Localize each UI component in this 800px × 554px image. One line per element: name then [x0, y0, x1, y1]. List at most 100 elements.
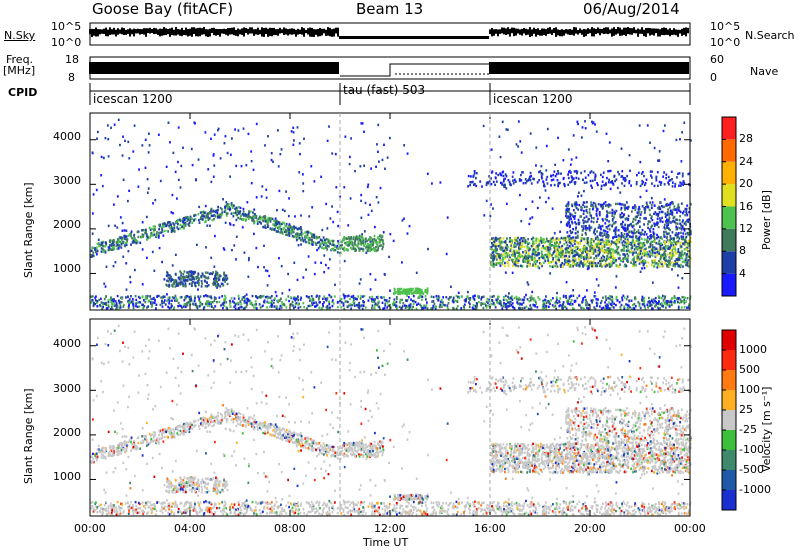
power-cell [595, 210, 598, 213]
power-cell [101, 184, 104, 188]
power-cell [660, 262, 663, 265]
power-cell [631, 303, 634, 307]
power-cell [509, 302, 511, 305]
power-cell [598, 240, 601, 243]
power-cell [220, 213, 223, 216]
power-cell [385, 299, 388, 302]
power-cell [523, 256, 525, 259]
power-cell [164, 303, 167, 306]
power-cell [659, 258, 662, 261]
power-cell [180, 164, 183, 168]
power-cell [594, 243, 597, 246]
power-cell [538, 262, 541, 265]
power-cell [644, 260, 647, 263]
power-cell [545, 307, 548, 310]
power-cell [90, 249, 93, 252]
power-cell [578, 265, 581, 268]
power-cell [620, 208, 623, 211]
power-cell [188, 295, 191, 299]
power-cell [370, 297, 373, 301]
power-cell [547, 196, 550, 200]
power-cell [355, 304, 358, 307]
power-cell [510, 246, 513, 249]
power-cell [157, 234, 160, 237]
power-cell [127, 140, 130, 144]
power-cell [682, 219, 684, 222]
power-cell [618, 234, 621, 238]
power-cell [679, 264, 682, 268]
power-cell [245, 305, 248, 308]
power-cell [688, 207, 691, 210]
power-cell [125, 238, 128, 241]
power-cell [166, 223, 169, 227]
power-cell [646, 238, 648, 241]
power-cell [244, 294, 246, 298]
power-cell [575, 251, 578, 254]
power-cell [483, 214, 486, 217]
power-cell [625, 298, 628, 301]
power-cell [373, 299, 376, 302]
power-cell [182, 305, 185, 308]
power-cell [649, 141, 651, 144]
power-cell [561, 244, 564, 248]
power-cell [292, 126, 295, 130]
power-cell [574, 239, 577, 242]
power-cell [334, 249, 337, 252]
power-cell [321, 297, 324, 301]
power-cell [609, 256, 611, 259]
power-cell [534, 264, 537, 268]
power-cell [502, 258, 504, 261]
power-cell [223, 142, 226, 145]
power-cell [620, 231, 623, 235]
power-cell [288, 288, 291, 292]
power-cell [467, 297, 470, 300]
power-cell [496, 301, 498, 304]
power-cell [336, 251, 339, 254]
power-cell [403, 304, 406, 307]
power-cell [650, 216, 653, 220]
power-cell [536, 181, 539, 184]
power-cell [579, 248, 581, 251]
power-cell [616, 242, 619, 245]
power-cell [686, 242, 689, 245]
power-cell [530, 295, 533, 298]
power-cell [319, 301, 321, 304]
power-cell [593, 246, 596, 250]
power-cell [540, 239, 543, 242]
power-cell [625, 264, 627, 267]
power-cell [592, 220, 595, 224]
power-cell [210, 256, 213, 260]
power-cell [630, 222, 632, 226]
power-cell [611, 225, 613, 228]
power-cell [492, 262, 495, 266]
power-cell [634, 208, 637, 212]
power-cell [670, 201, 673, 204]
power-cell [668, 241, 671, 244]
power-cell [331, 300, 334, 304]
power-cell [569, 251, 572, 254]
power-cell [426, 301, 428, 304]
power-cell [559, 247, 562, 251]
power-cell [121, 297, 124, 300]
power-cell [293, 139, 295, 142]
power-cell [658, 252, 661, 255]
power-cell [115, 240, 118, 244]
power-cell [591, 120, 593, 123]
power-cell [123, 244, 126, 247]
power-cell [236, 302, 239, 306]
power-cell [626, 295, 629, 298]
power-cell [590, 299, 593, 302]
power-cell [309, 304, 312, 308]
power-cell [491, 299, 493, 302]
power-cell [595, 256, 598, 259]
power-cell [658, 307, 661, 311]
power-cell [631, 258, 634, 261]
power-cell [172, 222, 175, 225]
power-cell [602, 171, 605, 174]
power-cell [654, 248, 656, 251]
power-cell [255, 122, 258, 126]
power-cell [204, 204, 207, 208]
power-cell [409, 305, 412, 308]
power-cell [165, 165, 168, 169]
power-cell [449, 296, 451, 299]
